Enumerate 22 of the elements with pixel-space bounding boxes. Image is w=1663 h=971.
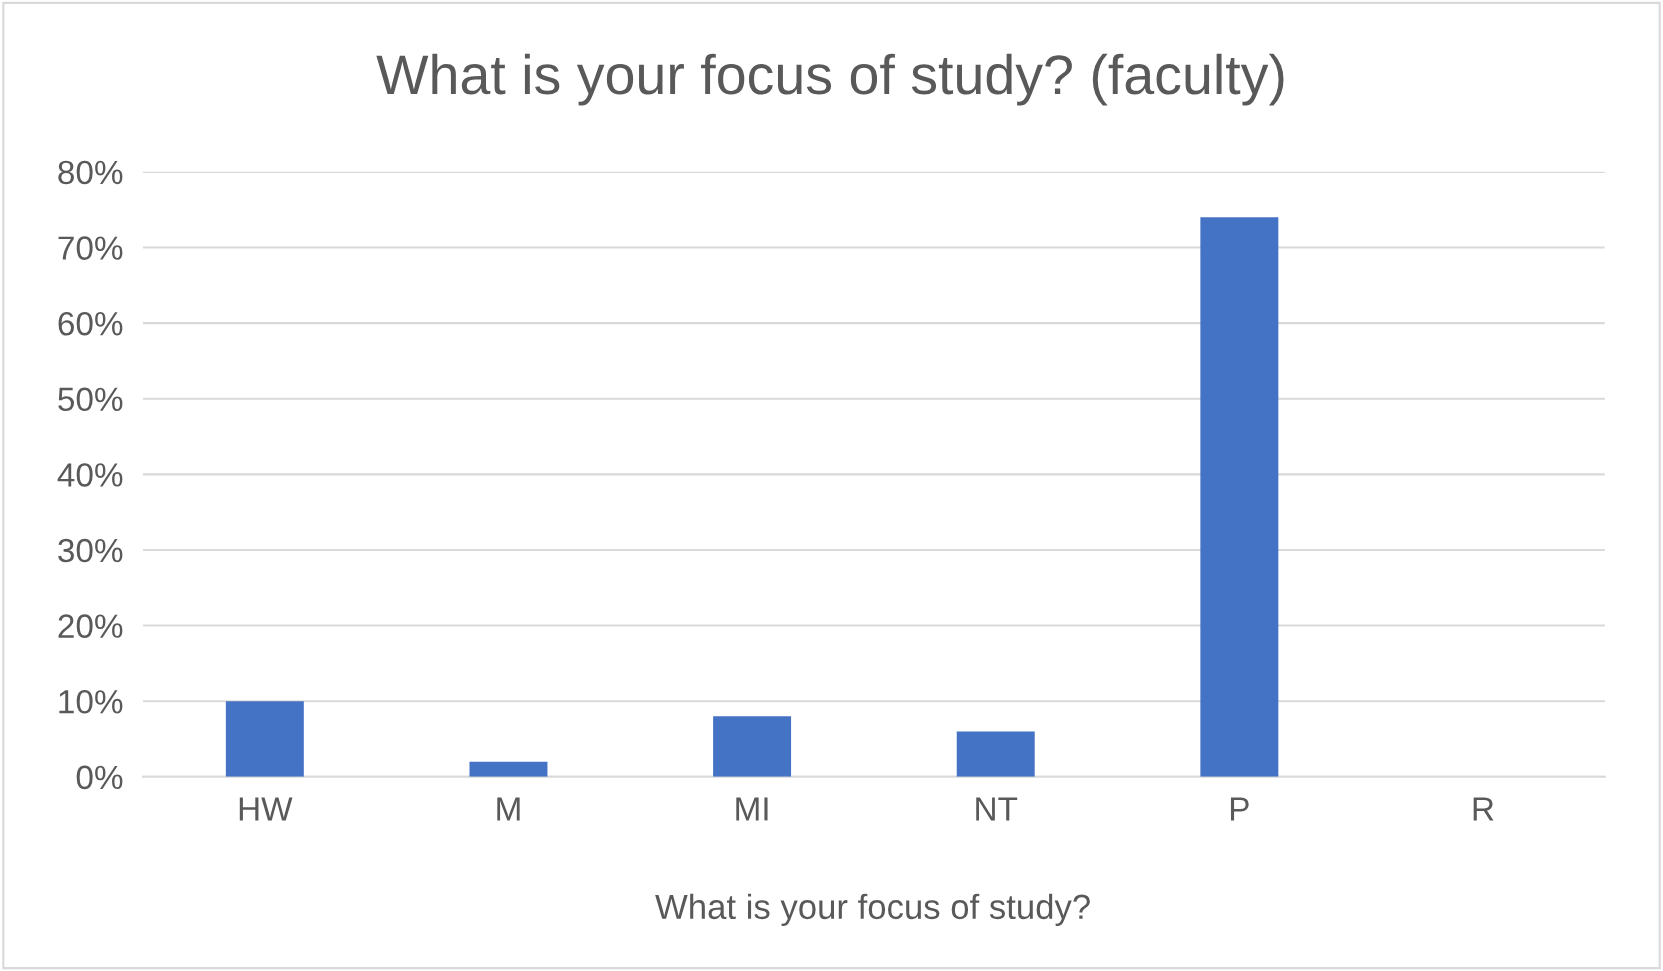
y-tick-label: 30% xyxy=(58,538,123,563)
bar xyxy=(1200,217,1279,777)
y-tick-label: 20% xyxy=(58,614,123,638)
y-tick-label: 40% xyxy=(57,463,123,487)
bar xyxy=(225,701,304,777)
x-tick-label: HW xyxy=(239,797,293,821)
x-tick-label: M xyxy=(497,797,520,821)
bar xyxy=(469,761,548,777)
x-tick-label: P xyxy=(1230,797,1249,821)
y-tick-label: 80% xyxy=(58,160,123,185)
bar xyxy=(956,731,1035,777)
chart-title: What is your focus of study? (faculty) xyxy=(376,53,1284,106)
x-axis-title: What is your focus of study? xyxy=(655,893,1090,927)
x-tick-label: NT xyxy=(976,797,1018,821)
y-tick-label: 50% xyxy=(58,387,123,412)
bar xyxy=(713,716,792,777)
y-tick-label: 0% xyxy=(76,765,123,790)
y-tick-label: 10% xyxy=(59,689,123,714)
x-tick-label: R xyxy=(1473,797,1494,821)
x-tick-label: MI xyxy=(736,797,768,821)
y-tick-label: 70% xyxy=(58,236,123,260)
y-tick-label: 60% xyxy=(58,311,123,336)
